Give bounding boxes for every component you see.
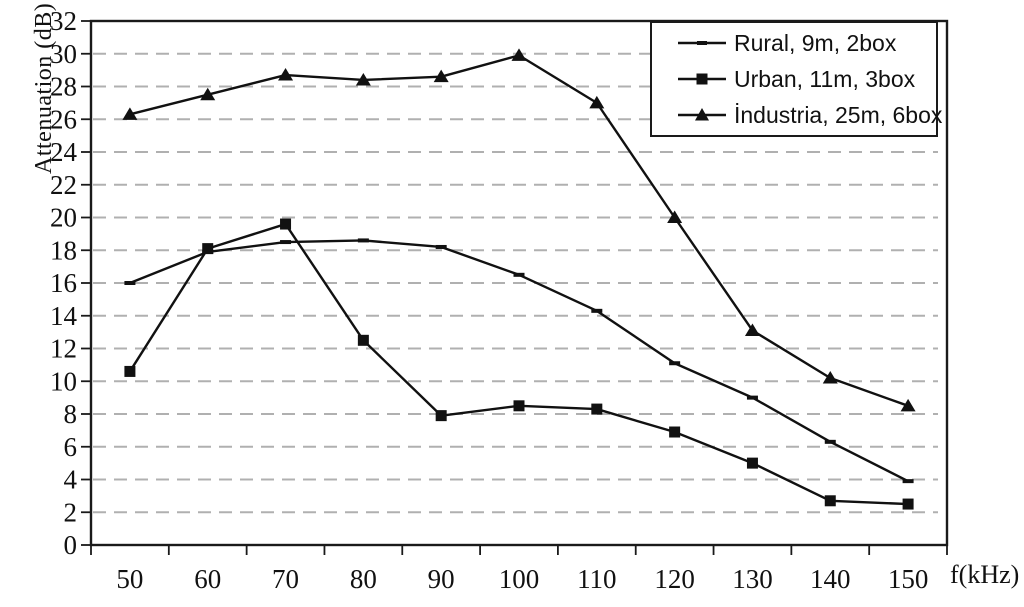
data-marker-dash <box>435 244 447 249</box>
legend-item-rural: Rural, 9m, 2box <box>678 30 936 57</box>
data-marker-dash <box>902 479 914 484</box>
data-marker-triangle <box>433 69 449 83</box>
y-tick-label: 28 <box>50 72 77 102</box>
y-tick-label: 18 <box>50 235 77 265</box>
data-marker-triangle <box>200 87 216 101</box>
data-marker-triangle <box>278 68 294 81</box>
y-tick-label: 32 <box>50 6 77 36</box>
x-tick-label: 140 <box>810 564 851 594</box>
y-tick-label: 14 <box>50 301 78 331</box>
y-tick-label: 20 <box>50 203 77 233</box>
x-tick-label: 50 <box>116 564 143 594</box>
data-marker-square <box>513 400 525 412</box>
data-marker-square <box>435 410 447 422</box>
x-tick-label: 100 <box>499 564 540 594</box>
x-tick-label: 130 <box>732 564 773 594</box>
data-marker-square <box>591 403 603 415</box>
y-tick-label: 12 <box>50 334 77 364</box>
y-tick-label: 30 <box>50 39 77 69</box>
data-marker-square <box>824 495 836 507</box>
data-marker-dash <box>824 439 836 444</box>
data-marker-triangle <box>900 398 916 412</box>
x-tick-label: 150 <box>888 564 929 594</box>
y-tick-label: 26 <box>50 104 77 134</box>
data-marker-dash <box>124 281 136 285</box>
data-marker-triangle <box>589 95 605 109</box>
data-marker-triangle <box>122 107 138 120</box>
square-marker-line-icon <box>678 73 726 85</box>
legend-label-urban: Urban, 11m, 3box <box>734 65 916 92</box>
series-line <box>128 222 909 506</box>
y-tick-label: 2 <box>64 497 78 527</box>
y-tick-label: 0 <box>64 530 78 560</box>
data-marker-triangle <box>355 72 371 86</box>
dash-marker-line-icon <box>678 41 726 45</box>
data-marker-square <box>902 498 914 510</box>
y-tick-label: 8 <box>64 399 78 429</box>
x-axis-unit-label: f(kHz) <box>950 560 1020 589</box>
data-marker-triangle <box>511 48 527 61</box>
data-marker-square <box>357 334 369 346</box>
x-tick-label: 120 <box>654 564 695 594</box>
chart-legend: Rural, 9m, 2box Urban, 11m, 3box İndustr… <box>650 21 942 137</box>
y-tick-label: 24 <box>50 137 78 167</box>
data-marker-triangle <box>667 210 683 223</box>
data-marker-dash <box>669 361 681 366</box>
y-tick-label: 4 <box>64 465 78 495</box>
triangle-marker-line-icon <box>678 108 726 121</box>
data-marker-dash <box>513 272 525 277</box>
legend-label-industria: İndustria, 25m, 6box <box>734 101 943 128</box>
legend-item-industria: İndustria, 25m, 6box <box>678 102 942 129</box>
data-marker-dash <box>280 240 292 245</box>
data-marker-square <box>746 457 758 469</box>
legend-item-urban: Urban, 11m, 3box <box>678 66 936 93</box>
x-tick-label: 80 <box>350 564 377 594</box>
legend-label-rural: Rural, 9m, 2box <box>734 29 897 56</box>
data-marker-triangle <box>744 323 760 336</box>
y-tick-label: 16 <box>50 268 77 298</box>
y-tick-label: 6 <box>64 432 78 462</box>
x-tick-label: 70 <box>272 564 299 594</box>
y-tick-label: 22 <box>50 170 77 200</box>
x-tick-label: 90 <box>428 564 455 594</box>
x-tick-label: 110 <box>577 564 617 594</box>
data-marker-square <box>280 218 292 230</box>
data-marker-square <box>124 365 136 377</box>
data-marker-square <box>669 426 681 438</box>
data-marker-dash <box>357 238 369 243</box>
data-marker-square <box>202 243 214 255</box>
y-axis-title: Attenuation (dB) <box>31 2 57 174</box>
data-marker-dash <box>591 308 603 313</box>
data-marker-triangle <box>822 370 838 384</box>
data-marker-dash <box>746 395 758 400</box>
y-tick-label: 10 <box>50 366 77 396</box>
x-tick-label: 60 <box>194 564 221 594</box>
